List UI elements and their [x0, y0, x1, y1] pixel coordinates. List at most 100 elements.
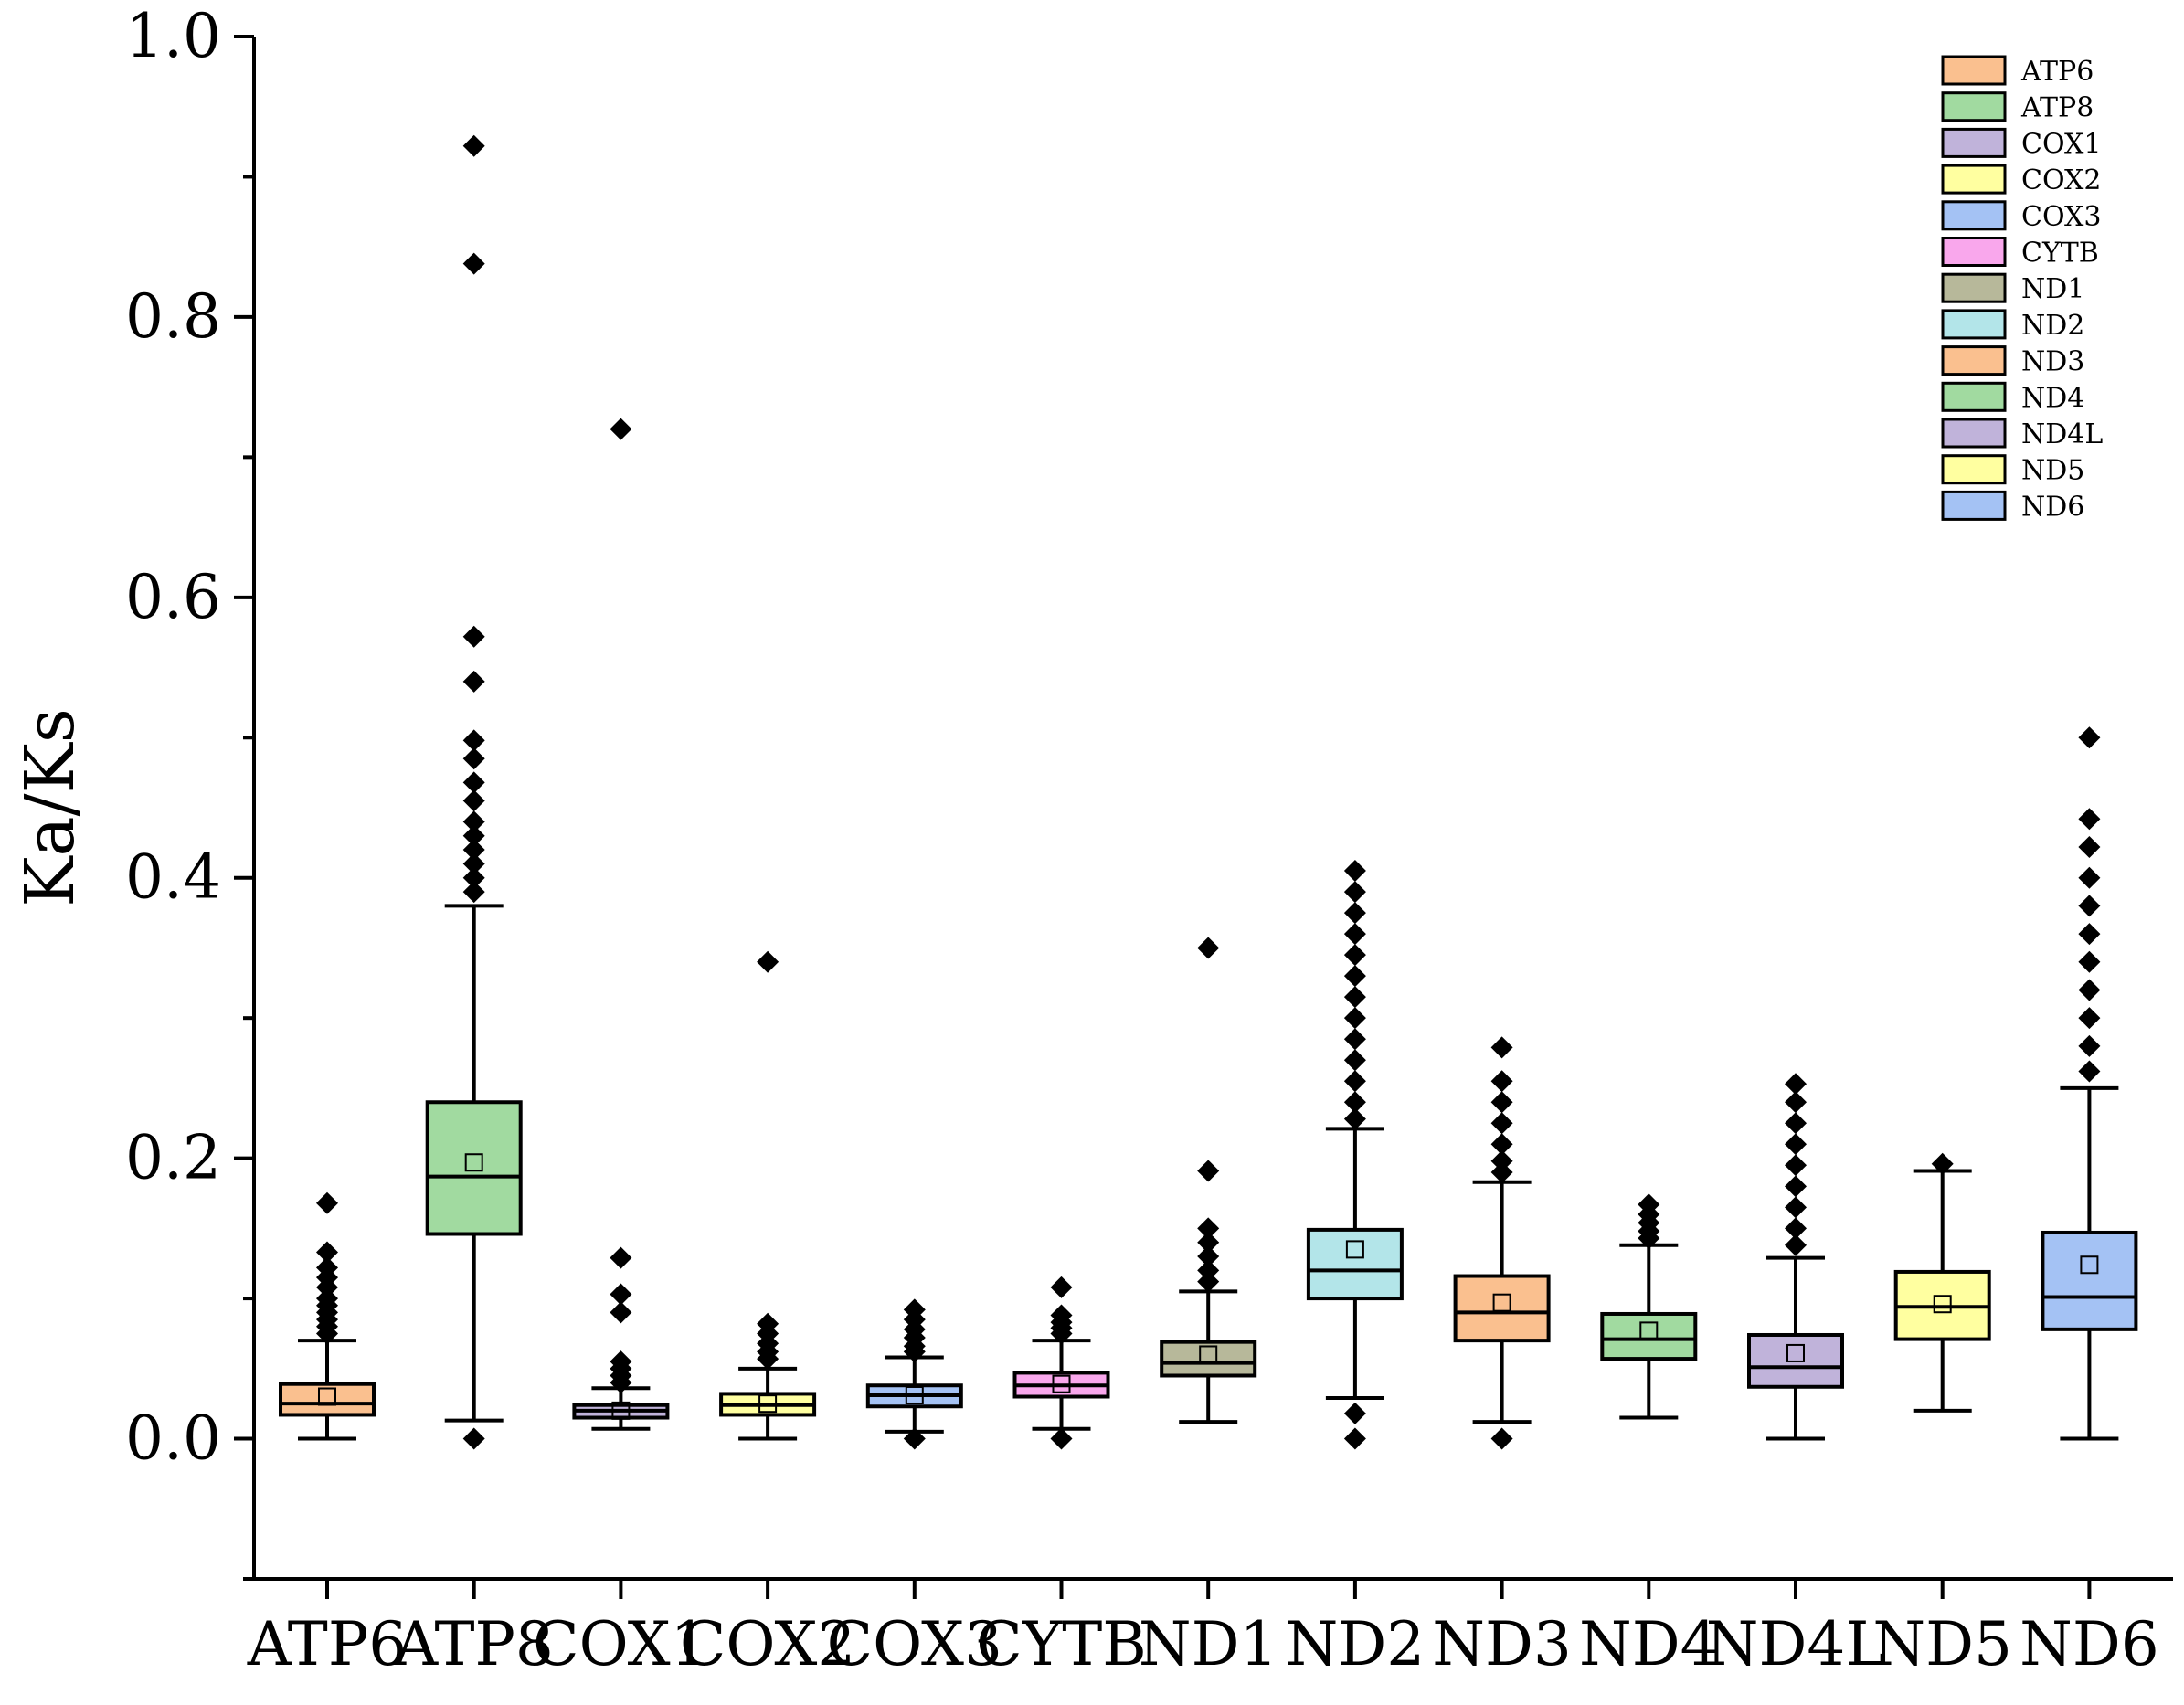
outlier-point	[1490, 1112, 1513, 1135]
outlier-point	[2078, 950, 2101, 973]
legend-swatch	[1941, 164, 2007, 195]
outlier-point	[610, 418, 632, 440]
legend-swatch	[1941, 418, 2007, 449]
outlier-point	[1197, 1270, 1220, 1293]
legend-label: ND3	[2021, 346, 2084, 378]
outlier-point	[1785, 1175, 1807, 1198]
outlier-point	[610, 1283, 632, 1306]
legend-swatch	[1941, 272, 2007, 303]
outlier-point	[2078, 866, 2101, 889]
box-iqr	[2041, 1230, 2138, 1331]
outlier-point	[1785, 1234, 1807, 1256]
outlier-point	[1343, 1107, 1366, 1130]
outlier-point	[1197, 937, 1220, 959]
outlier-point	[462, 252, 485, 275]
legend-swatch	[1941, 454, 2007, 485]
x-tick-label: ND4L	[1706, 1609, 1886, 1679]
outlier-point	[2078, 1034, 2101, 1057]
mean-marker	[1639, 1321, 1659, 1340]
y-tick-label: 0.2	[125, 1123, 221, 1193]
outlier-point	[1197, 1259, 1220, 1282]
outlier-point	[1931, 1152, 1954, 1175]
box-group-cytb	[1012, 1276, 1110, 1450]
mean-marker	[1345, 1240, 1364, 1259]
outlier-point	[1490, 1091, 1513, 1114]
outlier-point	[1490, 1133, 1513, 1156]
outlier-point	[1490, 1149, 1513, 1172]
outlier-point	[316, 1191, 338, 1214]
box-group-atp6	[279, 1191, 376, 1441]
outlier-point	[1197, 1245, 1220, 1268]
x-tick-label: ND4	[1579, 1609, 1719, 1679]
x-tick-label: ND1	[1139, 1609, 1278, 1679]
legend-swatch	[1941, 490, 2007, 521]
legend-swatch	[1941, 91, 2007, 122]
outlier-point	[316, 1276, 338, 1298]
outlier-point	[1197, 1160, 1220, 1182]
box-group-nd1	[1160, 937, 1257, 1424]
legend-swatch	[1941, 381, 2007, 412]
box-group-cox2	[719, 950, 817, 1441]
outlier-point	[1785, 1217, 1807, 1240]
y-tick-label: 0.4	[125, 842, 221, 913]
x-tick-label: COX2	[680, 1609, 855, 1679]
mean-marker	[464, 1153, 483, 1172]
outlier-point	[1343, 860, 1366, 883]
outlier-point	[757, 950, 779, 973]
outlier-point	[1197, 1217, 1220, 1240]
legend-label: ATP8	[2020, 92, 2094, 124]
outlier-point	[1785, 1154, 1807, 1177]
outlier-point	[1785, 1196, 1807, 1219]
outlier-point	[1343, 902, 1366, 925]
outlier-point	[2078, 726, 2101, 749]
y-tick-label: 0.6	[125, 562, 221, 632]
outlier-point	[1638, 1227, 1660, 1250]
outlier-point	[462, 729, 485, 752]
mean-marker	[1786, 1343, 1805, 1362]
outlier-point	[1490, 1427, 1513, 1450]
outlier-point	[1050, 1276, 1073, 1298]
outlier-point	[462, 839, 485, 862]
outlier-point	[1343, 1028, 1366, 1051]
mean-marker	[2080, 1255, 2099, 1275]
outlier-point	[462, 771, 485, 794]
outlier-point	[462, 1427, 485, 1450]
box-group-atp8	[425, 134, 523, 1450]
x-tick-label: CYTB	[976, 1609, 1147, 1679]
outlier-point	[1343, 965, 1366, 988]
outlier-point	[757, 1348, 779, 1371]
x-tick-label: ND2	[1286, 1609, 1426, 1679]
outlier-point	[1785, 1112, 1807, 1135]
outlier-point	[1343, 986, 1366, 1009]
outlier-point	[1343, 1070, 1366, 1093]
legend-label: ATP6	[2020, 56, 2094, 88]
x-tick-label: COX1	[533, 1609, 708, 1679]
legend-label: CYTB	[2021, 238, 2099, 270]
outlier-point	[462, 810, 485, 833]
legend-swatch	[1941, 237, 2007, 267]
outlier-point	[1050, 1322, 1073, 1345]
outlier-point	[1343, 1427, 1366, 1450]
outlier-point	[2078, 808, 2101, 831]
legend-swatch	[1941, 55, 2007, 86]
legend-label: COX3	[2021, 201, 2101, 233]
mean-marker	[758, 1394, 778, 1414]
outlier-point	[1785, 1133, 1807, 1156]
box-group-cox1	[572, 418, 670, 1431]
mean-marker	[905, 1385, 924, 1404]
box-group-cox3	[865, 1298, 963, 1450]
box-group-nd4l	[1747, 1073, 1844, 1441]
legend-label: COX1	[2021, 128, 2101, 160]
box-group-nd5	[1893, 1152, 1991, 1413]
outlier-point	[2078, 1007, 2101, 1030]
mean-marker	[1492, 1293, 1511, 1312]
mean-marker	[1199, 1345, 1218, 1364]
y-tick-label: 0.8	[125, 281, 221, 352]
outlier-point	[316, 1241, 338, 1264]
outlier-point	[1197, 1231, 1220, 1254]
mean-marker	[611, 1401, 631, 1420]
box-group-nd6	[2041, 726, 2138, 1441]
outlier-point	[1343, 944, 1366, 967]
box-iqr	[1453, 1274, 1551, 1343]
outlier-point	[462, 852, 485, 875]
